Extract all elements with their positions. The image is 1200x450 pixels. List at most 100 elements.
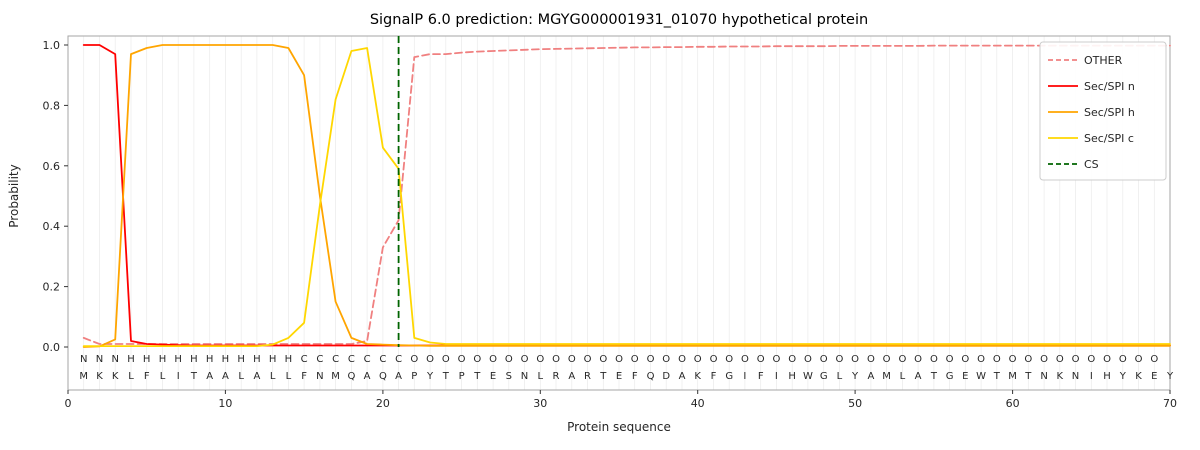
svg-text:K: K — [1057, 371, 1064, 382]
svg-text:W: W — [976, 371, 986, 382]
svg-text:60: 60 — [1006, 397, 1020, 410]
svg-text:O: O — [599, 354, 607, 365]
svg-text:I: I — [743, 371, 746, 382]
svg-text:O: O — [489, 354, 497, 365]
svg-text:M: M — [882, 371, 891, 382]
svg-text:H: H — [237, 354, 245, 365]
svg-text:O: O — [662, 354, 670, 365]
svg-text:C: C — [348, 354, 355, 365]
svg-text:O: O — [898, 354, 906, 365]
svg-text:L: L — [238, 371, 244, 382]
svg-text:O: O — [1135, 354, 1143, 365]
svg-text:30: 30 — [533, 397, 547, 410]
svg-text:OTHER: OTHER — [1084, 54, 1123, 67]
svg-text:C: C — [332, 354, 339, 365]
svg-text:O: O — [820, 354, 828, 365]
svg-text:H: H — [285, 354, 293, 365]
svg-text:O: O — [1103, 354, 1111, 365]
svg-text:I: I — [177, 371, 180, 382]
svg-text:R: R — [553, 371, 560, 382]
svg-text:O: O — [993, 354, 1001, 365]
svg-text:70: 70 — [1163, 397, 1177, 410]
svg-text:F: F — [301, 371, 307, 382]
svg-text:T: T — [473, 371, 481, 382]
svg-text:O: O — [710, 354, 718, 365]
chart-title: SignalP 6.0 prediction: MGYG000001931_01… — [370, 12, 868, 28]
svg-text:S: S — [506, 371, 512, 382]
svg-text:O: O — [914, 354, 922, 365]
svg-text:O: O — [410, 354, 418, 365]
svg-text:40: 40 — [691, 397, 705, 410]
svg-text:O: O — [977, 354, 985, 365]
svg-text:H: H — [788, 371, 796, 382]
svg-text:N: N — [80, 354, 87, 365]
svg-text:O: O — [788, 354, 796, 365]
svg-text:O: O — [473, 354, 481, 365]
svg-text:L: L — [286, 371, 292, 382]
svg-text:G: G — [820, 371, 828, 382]
svg-text:A: A — [915, 371, 922, 382]
svg-text:O: O — [835, 354, 843, 365]
svg-text:O: O — [1009, 354, 1017, 365]
svg-text:H: H — [143, 354, 151, 365]
svg-text:O: O — [1024, 354, 1032, 365]
svg-text:Sec/SPI c: Sec/SPI c — [1084, 132, 1134, 145]
series-sec-spi-n-line — [82, 44, 1171, 347]
svg-text:I: I — [775, 371, 778, 382]
x-axis-label: Protein sequence — [567, 420, 671, 434]
svg-text:O: O — [615, 354, 623, 365]
svg-text:50: 50 — [848, 397, 862, 410]
svg-text:O: O — [458, 354, 466, 365]
svg-text:D: D — [662, 371, 670, 382]
svg-text:E: E — [962, 371, 968, 382]
svg-text:T: T — [599, 371, 607, 382]
plot-area: 0 10 20 30 40 50 60 700.00.20.40.60.81.0N N N H H H H… — [43, 35, 1177, 410]
svg-text:H: H — [127, 354, 135, 365]
svg-text:R: R — [584, 371, 591, 382]
svg-text:L: L — [160, 371, 166, 382]
svg-text:Y: Y — [851, 371, 859, 382]
svg-text:N: N — [1072, 371, 1079, 382]
svg-text:O: O — [568, 354, 576, 365]
svg-text:O: O — [867, 354, 875, 365]
svg-text:Q: Q — [347, 371, 355, 382]
legend: OTHER Sec/SPI n Sec/SPI h Sec/SPI c CS — [1039, 41, 1167, 181]
svg-text:N: N — [521, 371, 528, 382]
svg-text:CS: CS — [1084, 158, 1099, 171]
svg-text:O: O — [883, 354, 891, 365]
svg-text:E: E — [490, 371, 496, 382]
svg-text:C: C — [379, 354, 386, 365]
svg-text:O: O — [741, 354, 749, 365]
svg-text:K: K — [112, 371, 119, 382]
svg-text:O: O — [725, 354, 733, 365]
svg-text:A: A — [867, 371, 874, 382]
svg-text:H: H — [206, 354, 214, 365]
svg-text:O: O — [1119, 354, 1127, 365]
svg-text:O: O — [584, 354, 592, 365]
svg-text:Q: Q — [379, 371, 387, 382]
svg-text:L: L — [538, 371, 544, 382]
svg-text:O: O — [631, 354, 639, 365]
svg-text:F: F — [144, 371, 150, 382]
svg-text:O: O — [1040, 354, 1048, 365]
svg-text:N: N — [1040, 371, 1047, 382]
svg-text:O: O — [647, 354, 655, 365]
svg-text:0: 0 — [65, 397, 72, 410]
svg-text:A: A — [206, 371, 213, 382]
svg-text:O: O — [1072, 354, 1080, 365]
svg-text:10: 10 — [218, 397, 232, 410]
svg-text:F: F — [632, 371, 638, 382]
svg-text:C: C — [364, 354, 371, 365]
svg-text:F: F — [711, 371, 717, 382]
svg-text:O: O — [442, 354, 450, 365]
svg-text:Y: Y — [1119, 371, 1127, 382]
svg-text:A: A — [364, 371, 371, 382]
svg-text:1.0: 1.0 — [43, 39, 61, 52]
svg-text:H: H — [1103, 371, 1111, 382]
svg-text:G: G — [946, 371, 954, 382]
svg-text:H: H — [174, 354, 182, 365]
svg-text:O: O — [757, 354, 765, 365]
svg-text:F: F — [758, 371, 764, 382]
svg-text:0.2: 0.2 — [43, 281, 61, 294]
